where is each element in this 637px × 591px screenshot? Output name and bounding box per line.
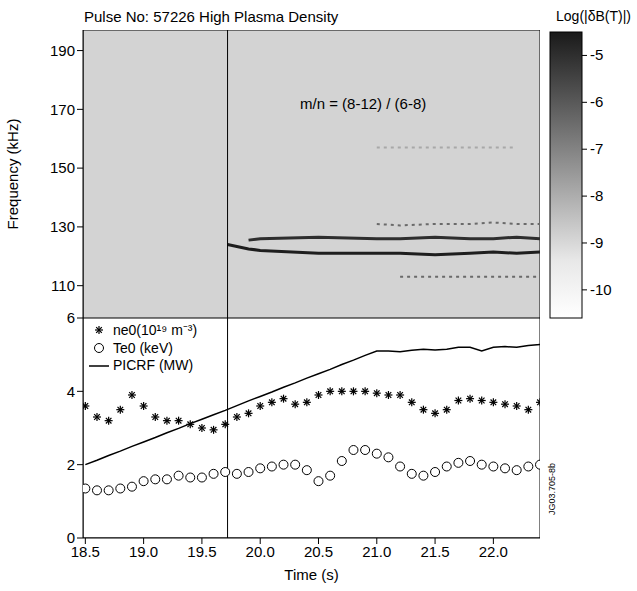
svg-text:-10: -10 [590, 281, 612, 298]
svg-text:21.0: 21.0 [362, 543, 391, 560]
svg-text:0: 0 [67, 529, 75, 546]
svg-text:Frequency (kHz): Frequency (kHz) [4, 119, 21, 230]
svg-text:4: 4 [67, 383, 75, 400]
html-text:m/n = (8-12) / (6-8): m/n = (8-12) / (6-8) [300, 95, 427, 112]
svg-text:-9: -9 [590, 234, 603, 251]
svg-text:-7: -7 [590, 140, 603, 157]
svg-text:130: 130 [50, 218, 75, 235]
svg-text:19.5: 19.5 [187, 543, 216, 560]
svg-text:-5: -5 [590, 46, 603, 63]
svg-text:-6: -6 [590, 93, 603, 110]
html-text:ne0(10¹⁹ m⁻³): ne0(10¹⁹ m⁻³) [113, 321, 198, 338]
svg-text:190: 190 [50, 42, 75, 59]
svg-text:-8: -8 [590, 187, 603, 204]
svg-text:20.5: 20.5 [304, 543, 333, 560]
svg-text:JG03.705-8b: JG03.705-8b [547, 463, 557, 515]
svg-text:22.0: 22.0 [479, 543, 508, 560]
svg-text:2: 2 [67, 456, 75, 473]
html-text:Log(|δB(T)|): Log(|δB(T)|) [556, 8, 631, 24]
svg-text:Time (s): Time (s) [284, 566, 338, 583]
svg-text:6: 6 [67, 309, 75, 326]
svg-text:21.5: 21.5 [420, 543, 449, 560]
svg-text:170: 170 [50, 101, 75, 118]
svg-text:19.0: 19.0 [129, 543, 158, 560]
svg-text:20.0: 20.0 [246, 543, 275, 560]
html-text:PICRF (MW): PICRF (MW) [113, 357, 194, 374]
svg-text:150: 150 [50, 159, 75, 176]
html-text:Te0 (keV): Te0 (keV) [113, 339, 173, 356]
svg-text:18.5: 18.5 [71, 543, 100, 560]
svg-text:110: 110 [51, 277, 75, 294]
html-text:Pulse No: 57226 High Plasma De: Pulse No: 57226 High Plasma Density [84, 8, 339, 25]
